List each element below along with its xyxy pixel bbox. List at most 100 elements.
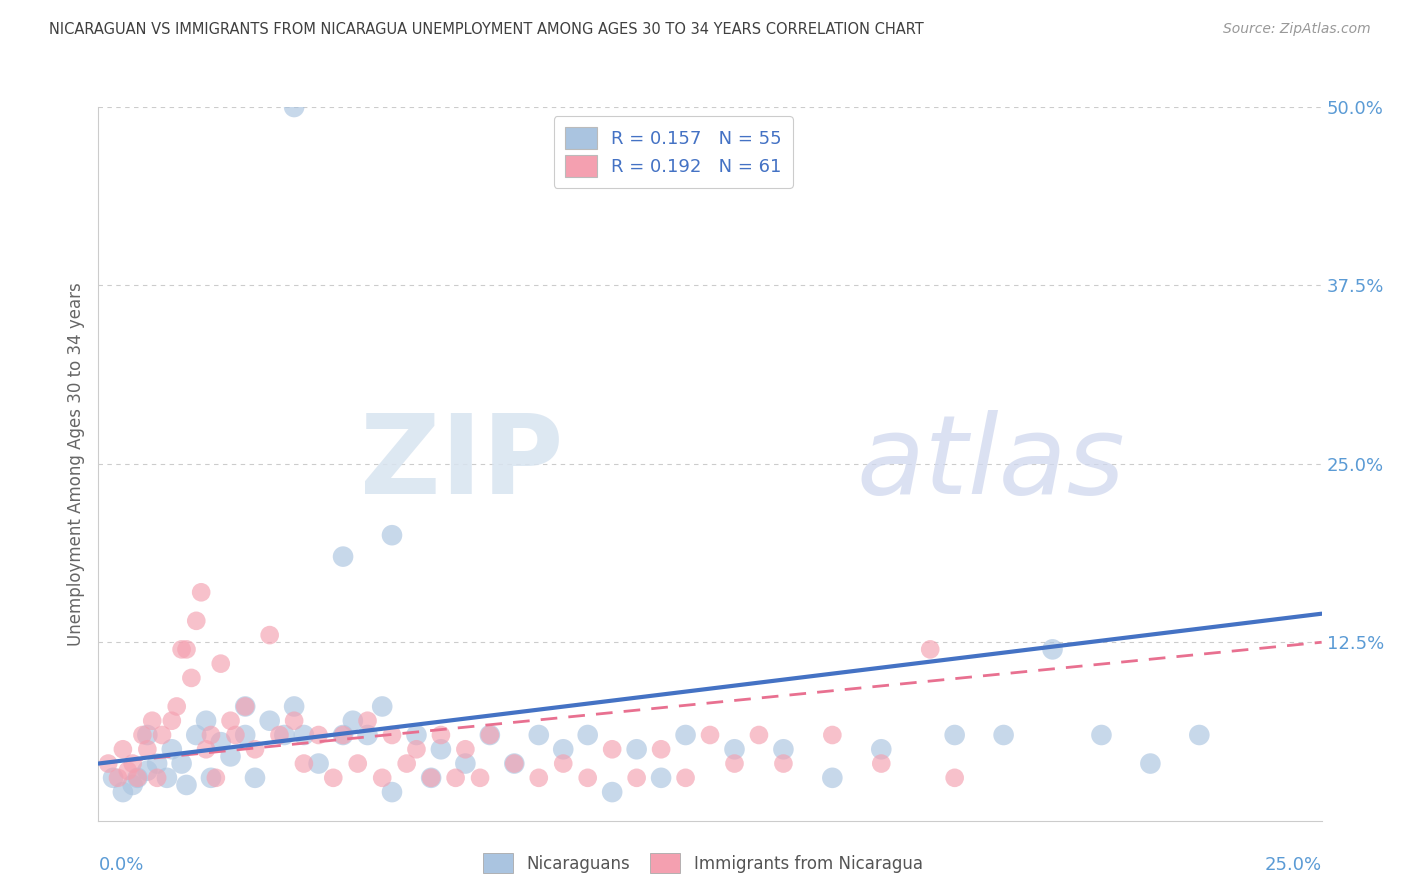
Point [748,728,770,742]
Point [553,742,575,756]
Point [127,771,149,785]
Point [127,771,149,785]
Y-axis label: Unemployment Among Ages 30 to 34 years: Unemployment Among Ages 30 to 34 years [67,282,86,646]
Point [371,699,394,714]
Point [503,756,526,771]
Point [233,728,256,742]
Point [943,771,966,785]
Text: 0.0%: 0.0% [98,856,143,874]
Point [259,714,281,728]
Point [156,771,179,785]
Text: atlas: atlas [856,410,1125,517]
Point [1139,756,1161,771]
Point [160,742,183,756]
Point [600,742,623,756]
Point [723,742,745,756]
Point [430,728,453,742]
Point [626,771,648,785]
Point [121,756,143,771]
Point [943,728,966,742]
Point [107,771,129,785]
Point [420,771,443,785]
Text: 25.0%: 25.0% [1264,856,1322,874]
Point [283,699,305,714]
Point [170,642,193,657]
Point [190,585,212,599]
Point [209,735,232,749]
Point [870,756,893,771]
Point [381,528,404,542]
Point [186,614,208,628]
Point [346,756,368,771]
Point [219,749,242,764]
Point [233,699,256,714]
Point [576,728,599,742]
Point [468,771,491,785]
Point [444,771,467,785]
Point [136,728,159,742]
Point [650,771,672,785]
Point [97,756,120,771]
Point [111,742,134,756]
Point [170,756,193,771]
Point [405,728,427,742]
Text: NICARAGUAN VS IMMIGRANTS FROM NICARAGUA UNEMPLOYMENT AMONG AGES 30 TO 34 YEARS C: NICARAGUAN VS IMMIGRANTS FROM NICARAGUA … [49,22,924,37]
Point [430,742,453,756]
Point [478,728,501,742]
Point [723,756,745,771]
Point [342,714,364,728]
Point [600,785,623,799]
Point [111,785,134,799]
Point [243,742,266,756]
Point [117,764,139,778]
Point [503,756,526,771]
Point [283,714,305,728]
Point [200,771,222,785]
Point [420,771,443,785]
Point [527,771,550,785]
Point [243,771,266,785]
Point [381,728,404,742]
Point [454,742,477,756]
Text: Source: ZipAtlas.com: Source: ZipAtlas.com [1223,22,1371,37]
Point [1188,728,1211,742]
Point [675,728,697,742]
Point [180,671,202,685]
Point [356,728,378,742]
Point [292,728,315,742]
Point [136,764,159,778]
Point [626,742,648,756]
Point [1042,642,1064,657]
Point [200,728,222,742]
Point [166,699,188,714]
Point [141,714,163,728]
Point [675,771,697,785]
Point [478,728,501,742]
Point [219,714,242,728]
Point [209,657,232,671]
Point [332,728,354,742]
Legend: R = 0.157   N = 55, R = 0.192   N = 61: R = 0.157 N = 55, R = 0.192 N = 61 [554,116,793,188]
Point [308,756,330,771]
Point [371,771,394,785]
Point [205,771,228,785]
Point [259,628,281,642]
Point [454,756,477,771]
Point [186,728,208,742]
Point [146,771,169,785]
Point [405,742,427,756]
Point [699,728,721,742]
Point [553,756,575,771]
Point [650,742,672,756]
Point [273,728,295,742]
Point [224,728,246,742]
Point [283,100,305,114]
Point [160,714,183,728]
Point [1090,728,1112,742]
Point [101,771,124,785]
Point [332,728,354,742]
Point [332,549,354,564]
Point [292,756,315,771]
Point [576,771,599,785]
Point [821,728,844,742]
